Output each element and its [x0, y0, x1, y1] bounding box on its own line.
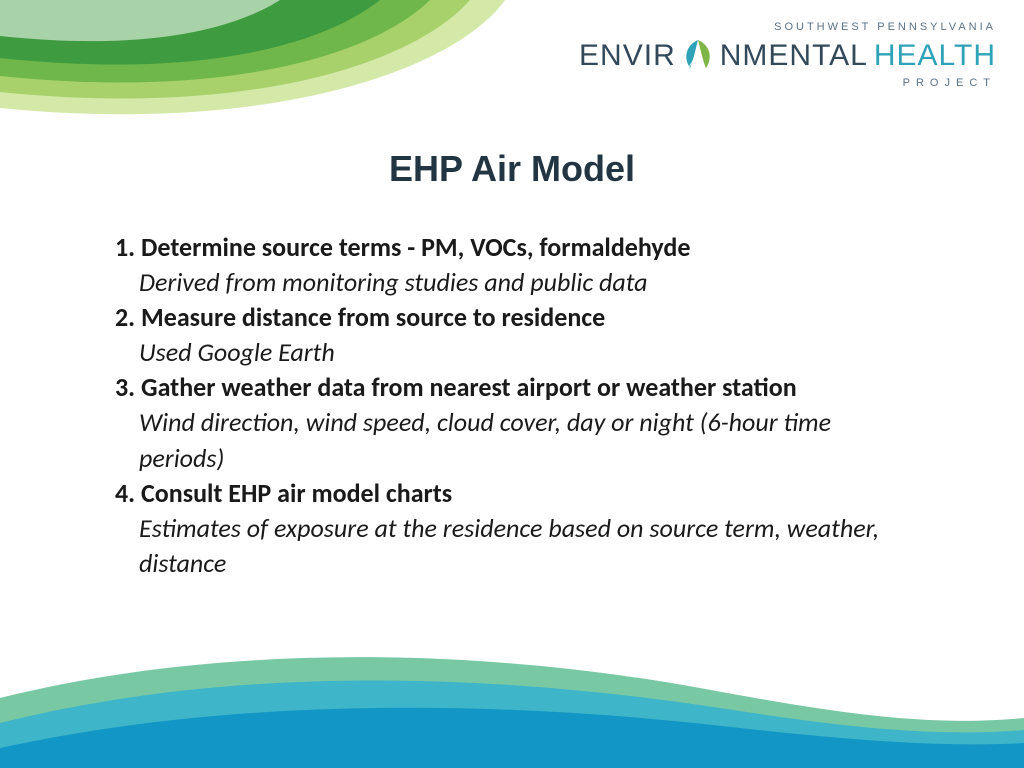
item-4: 4. Consult EHP air model charts Estimate… — [115, 476, 915, 581]
bottom-wave-decoration — [0, 608, 1024, 768]
item-2-heading: 2. Measure distance from source to resid… — [115, 300, 915, 335]
content-list: 1. Determine source terms - PM, VOCs, fo… — [115, 230, 915, 581]
logo-word-nmental: NMENTAL — [720, 41, 868, 71]
item-3-detail: Wind direction, wind speed, cloud cover,… — [115, 405, 915, 475]
item-1-heading: 1. Determine source terms - PM, VOCs, fo… — [115, 230, 915, 265]
item-3: 3. Gather weather data from nearest airp… — [115, 370, 915, 475]
item-3-heading: 3. Gather weather data from nearest airp… — [115, 370, 915, 405]
item-2: 2. Measure distance from source to resid… — [115, 300, 915, 370]
item-1-detail: Derived from monitoring studies and publ… — [115, 265, 915, 300]
logo-word-envir: ENVIR — [579, 41, 676, 71]
logo-word-health: HEALTH — [874, 41, 996, 71]
item-1: 1. Determine source terms - PM, VOCs, fo… — [115, 230, 915, 300]
item-2-detail: Used Google Earth — [115, 335, 915, 370]
org-logo: SOUTHWEST PENNSYLVANIA ENVIR NMENTAL HEA… — [579, 22, 996, 89]
leaf-icon — [678, 36, 718, 76]
item-4-heading: 4. Consult EHP air model charts — [115, 476, 915, 511]
logo-main: ENVIR NMENTAL HEALTH — [579, 36, 996, 76]
logo-subtitle-top: SOUTHWEST PENNSYLVANIA — [579, 22, 996, 33]
logo-subtitle-bottom: PROJECT — [579, 78, 996, 89]
page-title: EHP Air Model — [0, 148, 1024, 190]
item-4-detail: Estimates of exposure at the residence b… — [115, 511, 915, 581]
